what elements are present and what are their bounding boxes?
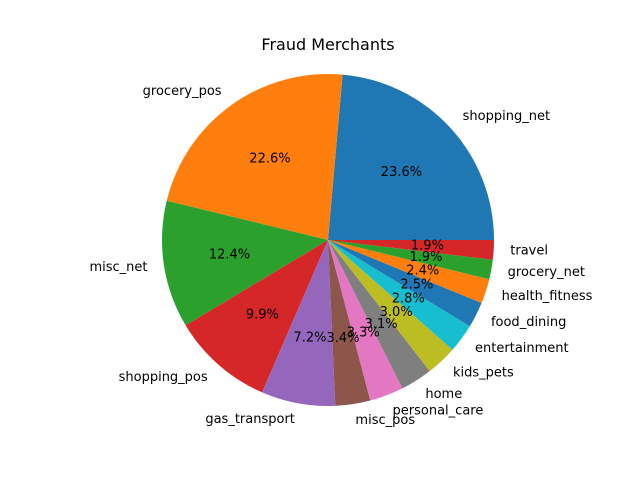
pct-label-health-fitness: 2.4% <box>406 263 439 278</box>
pct-label-gas-transport: 7.2% <box>293 330 326 345</box>
pct-label-home: 3.1% <box>365 317 398 332</box>
pie-slices <box>161 73 494 407</box>
percentage-labels: 23.6%22.6%12.4%9.9%7.2% 3.4%3.3%3.1%3.0%2… <box>209 152 444 346</box>
chart-title: Fraud Merchants <box>261 35 394 54</box>
slice-labels: shopping_net grocery_pos misc_net shopping_… <box>89 84 592 428</box>
slice-label-shopping-net: shopping_net <box>463 109 550 124</box>
pct-label-travel: 1.9% <box>411 238 444 253</box>
pie-slice-shopping-net <box>328 74 494 240</box>
slice-label-grocery-pos: grocery_pos <box>143 84 222 99</box>
slice-label-misc-pos: misc_pos <box>355 413 415 428</box>
pct-label-grocery-pos: 22.6% <box>249 152 290 167</box>
pct-label-misc-net: 12.4% <box>209 247 250 262</box>
pie-slice-kids-pets <box>328 240 453 372</box>
pie-slice-shopping-pos <box>185 240 328 393</box>
pct-label-grocery-net: 1.9% <box>409 250 442 265</box>
pie-slice-gas-transport <box>262 240 336 407</box>
pct-label-shopping-net: 23.6% <box>381 165 422 180</box>
pie-slice-personal-care <box>328 240 403 401</box>
pct-label-entertainment: 2.8% <box>392 292 425 307</box>
pct-label-misc-pos: 3.4% <box>326 331 359 346</box>
slice-label-food-dining: food_dining <box>491 315 566 330</box>
slice-label-travel: travel <box>510 243 548 258</box>
pie-slice-entertainment <box>328 240 470 350</box>
slice-label-home: home <box>425 387 462 402</box>
pie-slice-travel <box>328 240 494 260</box>
pie-slice-health-fitness <box>328 240 490 304</box>
slice-label-personal-care: personal_care <box>393 403 484 418</box>
pie-slice-food-dining <box>328 240 482 327</box>
slice-label-misc-net: misc_net <box>89 260 147 275</box>
pct-label-personal-care: 3.3% <box>347 326 380 341</box>
slice-label-health-fitness: health_fitness <box>502 289 593 304</box>
pct-label-shopping-pos: 9.9% <box>246 307 279 322</box>
pie-slice-misc-pos <box>328 240 371 406</box>
pie-slice-grocery-pos <box>166 73 343 240</box>
pie-slice-grocery-net <box>328 240 493 280</box>
pct-label-kids-pets: 3.0% <box>380 305 413 320</box>
pct-label-food-dining: 2.5% <box>400 277 433 292</box>
slice-label-gas-transport: gas_transport <box>205 412 295 427</box>
slice-label-shopping-pos: shopping_pos <box>119 370 208 385</box>
slice-label-kids-pets: kids_pets <box>453 366 514 381</box>
pie-slice-misc-net <box>161 200 328 326</box>
pie-slice-home <box>328 240 430 389</box>
slice-label-entertainment: entertainment <box>475 341 569 356</box>
slice-label-grocery-net: grocery_net <box>508 265 585 280</box>
